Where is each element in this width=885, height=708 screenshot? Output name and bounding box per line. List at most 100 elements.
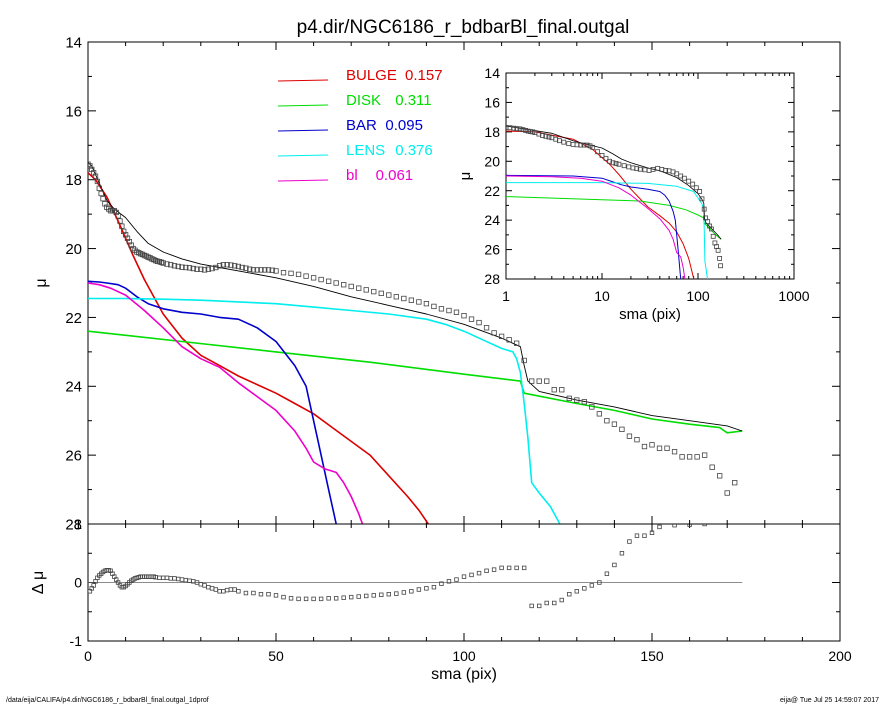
data-point [431, 303, 437, 310]
data-point [171, 263, 178, 269]
data-point [303, 596, 309, 602]
data-point [379, 592, 384, 597]
data-point [175, 263, 181, 270]
plot-area [88, 161, 743, 524]
data-point [439, 581, 444, 586]
data-point [401, 295, 407, 302]
data-point [514, 565, 519, 571]
data-point [333, 596, 339, 601]
y-tick-label: -1 [70, 633, 83, 649]
legend-label-bar: BAR [346, 117, 377, 134]
data-point [183, 577, 188, 583]
data-point [687, 524, 692, 527]
data-point [186, 265, 193, 271]
data-point [694, 454, 700, 460]
data-point [717, 255, 723, 261]
data-point [247, 266, 253, 272]
data-point [513, 340, 520, 346]
data-point [612, 562, 617, 568]
plot-area [88, 524, 743, 609]
data-point [552, 600, 557, 606]
series-data [88, 161, 738, 496]
footer-timestamp: eija@ Tue Jul 25 14:59:07 2017 [780, 697, 879, 704]
data-point [649, 442, 655, 448]
data-point [201, 267, 208, 273]
data-point [468, 316, 475, 322]
data-point [231, 263, 238, 269]
data-point [228, 262, 234, 268]
data-point [258, 267, 264, 273]
data-point [461, 574, 467, 579]
data-point [94, 178, 101, 185]
data-point [626, 164, 632, 170]
data-point [172, 576, 177, 581]
data-point [461, 313, 467, 319]
series-line-lens [88, 297, 561, 524]
y-tick-label: 22 [65, 310, 82, 327]
main-profile-plot: 14 16 18 20 22 24 26 28 μ BULGE 0.157 DISK 0.311 BAR 0… [33, 34, 841, 533]
data-point [546, 134, 552, 140]
data-point [686, 178, 692, 184]
data-point [551, 387, 557, 393]
data-point [599, 152, 605, 158]
data-point [607, 158, 613, 164]
y-tick-label: 16 [65, 103, 82, 120]
data-point [333, 280, 339, 286]
data-point [325, 278, 332, 284]
data-point [160, 575, 166, 581]
plot-area [506, 125, 724, 279]
data-point [559, 387, 565, 393]
data-point [243, 265, 249, 271]
data-point [446, 307, 452, 314]
data-point [537, 603, 542, 609]
data-point [574, 397, 580, 403]
data-point [209, 265, 215, 272]
data-point [521, 357, 527, 364]
data-point [642, 533, 647, 538]
data-point [613, 161, 619, 166]
data-point [581, 399, 587, 405]
data-point [574, 589, 579, 594]
data-point [119, 223, 125, 229]
x-tick-label: 0 [84, 648, 92, 664]
data-point [91, 583, 96, 588]
data-point [717, 473, 723, 479]
y-tick-label: 26 [484, 242, 500, 258]
data-point [718, 263, 724, 269]
y-tick-label: 18 [65, 172, 82, 189]
data-point [88, 161, 91, 167]
data-point [701, 206, 707, 212]
data-point [544, 378, 550, 384]
legend-value-lens: 0.376 [395, 142, 433, 159]
data-point [303, 273, 309, 279]
x-tick-label: 100 [686, 288, 710, 304]
data-point [217, 589, 222, 594]
data-point [529, 378, 535, 384]
data-point [206, 584, 211, 590]
data-point [209, 586, 215, 591]
legend-value-bl: 0.061 [376, 167, 414, 184]
legend-swatch-bl [277, 179, 329, 182]
data-point [566, 141, 572, 147]
series-data [506, 125, 724, 269]
data-point [634, 533, 640, 538]
data-point [649, 530, 655, 535]
data-point [566, 395, 572, 401]
data-point [715, 247, 721, 253]
y-tick-label: 22 [484, 183, 500, 199]
data-point [732, 480, 738, 486]
data-point [198, 266, 204, 272]
data-point [709, 226, 714, 232]
data-point [224, 587, 230, 593]
data-point [611, 421, 618, 427]
series-line-bulge [506, 130, 695, 279]
data-point [213, 587, 219, 592]
data-point [506, 565, 512, 571]
data-point [709, 464, 715, 470]
data-point [296, 596, 301, 602]
legend-label-lens: LENS [346, 142, 385, 159]
legend-label-bulge: BULGE [346, 67, 397, 84]
data-point [603, 155, 609, 161]
